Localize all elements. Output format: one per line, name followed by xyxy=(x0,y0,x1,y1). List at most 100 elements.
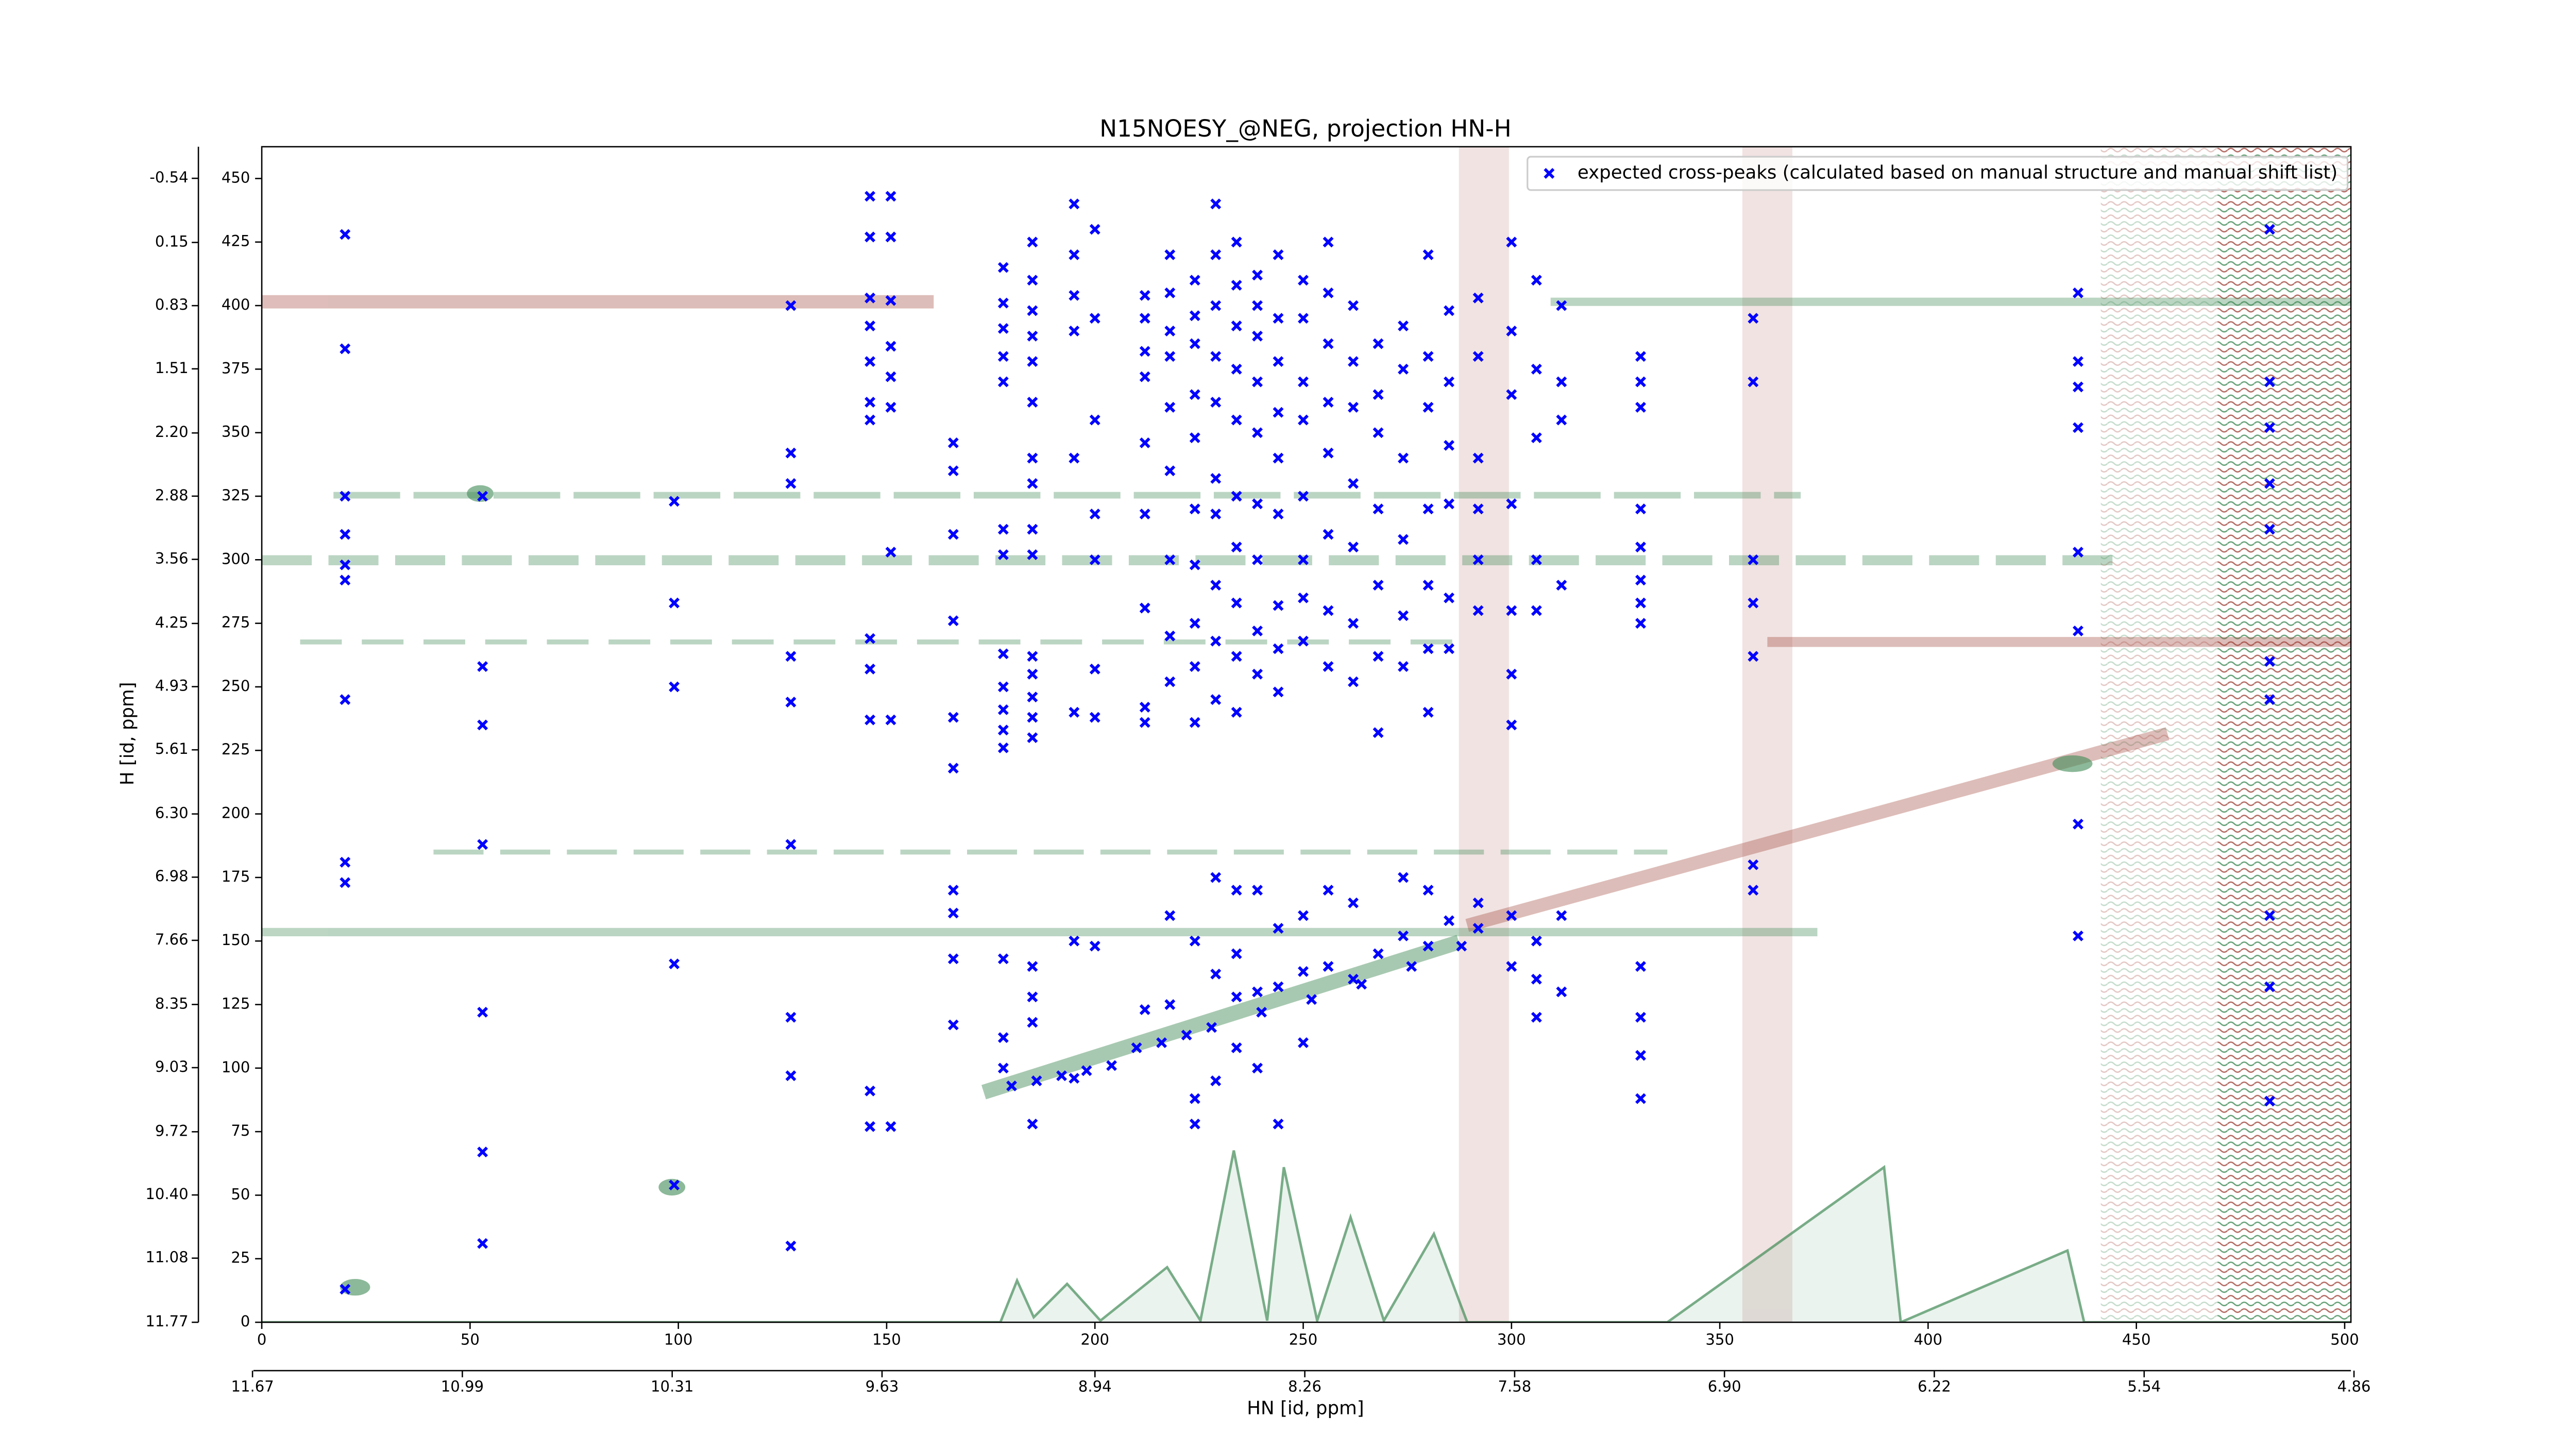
cross-peak xyxy=(1231,706,1242,718)
y2-tick-label: 4.25 xyxy=(155,614,189,631)
cross-peak xyxy=(1635,618,1646,629)
cross-peak xyxy=(1556,580,1567,591)
cross-peak xyxy=(1231,321,1242,331)
y-tick-label: 225 xyxy=(222,740,250,758)
cross-peak xyxy=(340,559,351,570)
cross-peak xyxy=(997,1032,1009,1043)
cross-peak xyxy=(2264,422,2275,433)
cross-peak xyxy=(1444,376,1455,387)
cross-peak xyxy=(1069,452,1080,464)
cross-peak xyxy=(1164,287,1176,298)
cross-peak xyxy=(997,549,1009,560)
y-tick-label: 125 xyxy=(222,995,250,1013)
cross-peak xyxy=(1106,1060,1117,1071)
x-tick-label: 100 xyxy=(664,1331,693,1349)
cross-peak xyxy=(1748,313,1759,324)
cross-peak xyxy=(1256,1006,1267,1018)
cross-peak xyxy=(1089,554,1100,565)
cross-peak xyxy=(1273,1118,1284,1130)
x2-tick-label: 11.67 xyxy=(231,1377,274,1395)
cross-peak xyxy=(885,547,896,558)
cross-peak xyxy=(865,414,876,426)
cross-peak xyxy=(1027,330,1038,342)
y-axis-label: H [id, ppm] xyxy=(117,682,138,785)
y-tick-label: 75 xyxy=(231,1122,250,1139)
y2-tick-label: 10.40 xyxy=(145,1185,188,1203)
cross-peak xyxy=(1210,872,1222,883)
cross-peak xyxy=(997,297,1009,309)
cross-peak xyxy=(1252,885,1263,896)
cross-peak xyxy=(865,1085,876,1097)
y-tick-label: 450 xyxy=(222,169,250,186)
cross-peak xyxy=(1298,414,1309,426)
cross-peak xyxy=(1298,635,1309,647)
cross-peak xyxy=(1531,605,1542,616)
cross-peak xyxy=(1231,280,1242,291)
cross-peak xyxy=(1231,414,1242,426)
cross-peak xyxy=(1398,321,1409,331)
cross-peak xyxy=(865,1121,876,1132)
cross-peak xyxy=(340,343,351,355)
cross-peak xyxy=(669,597,680,609)
cross-peak xyxy=(1164,249,1176,260)
cross-peak xyxy=(1210,1075,1222,1086)
cross-peak xyxy=(669,681,680,693)
cross-peak xyxy=(2264,981,2275,992)
cross-peak xyxy=(865,714,876,726)
cross-peak xyxy=(1069,935,1080,947)
cross-peak xyxy=(947,953,959,965)
cross-peak xyxy=(477,1006,488,1018)
cross-peak xyxy=(785,1070,796,1082)
cross-peak xyxy=(1027,452,1038,464)
cross-peak xyxy=(1139,437,1150,448)
cross-peak xyxy=(340,877,351,888)
cross-peak xyxy=(1472,503,1484,515)
cross-peak xyxy=(1210,635,1222,647)
cross-peak xyxy=(1635,1050,1646,1061)
cross-peak xyxy=(1069,249,1080,260)
cross-peak xyxy=(1231,948,1242,959)
y-tick-label: 150 xyxy=(222,931,250,949)
cross-peak xyxy=(1189,389,1200,400)
cross-peak xyxy=(1298,1037,1309,1048)
cross-peak xyxy=(1027,651,1038,662)
cross-peak xyxy=(1348,973,1359,985)
x2-tick-label: 6.22 xyxy=(1918,1377,1951,1395)
cross-peak xyxy=(947,437,959,448)
cross-peak xyxy=(1069,290,1080,301)
cross-peak xyxy=(1027,668,1038,680)
cross-peak xyxy=(1164,630,1176,642)
y-tick-label: 275 xyxy=(222,614,250,631)
legend-marker xyxy=(1544,168,1555,179)
cross-peak xyxy=(1444,440,1455,451)
cross-peak xyxy=(1089,663,1100,675)
cross-peak xyxy=(340,856,351,868)
cross-peak xyxy=(997,524,1009,535)
cross-peak xyxy=(1027,478,1038,489)
cross-peak xyxy=(1348,618,1359,629)
cross-peak xyxy=(1189,338,1200,349)
y2-tick-label: 6.98 xyxy=(155,867,189,885)
y2-tick-label: 4.93 xyxy=(155,677,189,695)
chart-title: N15NOESY_@NEG, projection HN-H xyxy=(1099,115,1511,142)
cross-peak xyxy=(1189,503,1200,515)
cross-peak xyxy=(1069,198,1080,210)
cross-peak xyxy=(1748,376,1759,387)
cross-peak xyxy=(1348,401,1359,413)
cross-peak xyxy=(1398,610,1409,621)
cross-peak xyxy=(1210,473,1222,484)
cross-peak xyxy=(340,694,351,705)
cross-peak xyxy=(1231,885,1242,896)
cross-peak xyxy=(1348,478,1359,489)
cross-peak xyxy=(477,719,488,731)
x2-tick-label: 10.99 xyxy=(441,1377,484,1395)
cross-peak xyxy=(1298,275,1309,286)
cross-peak xyxy=(2073,356,2083,367)
cross-peak xyxy=(2073,287,2083,298)
cross-peak xyxy=(1273,509,1284,519)
cross-peak xyxy=(1323,961,1334,972)
y2-tick-label: 7.66 xyxy=(155,931,189,948)
y2-tick-label: 11.77 xyxy=(145,1312,188,1330)
cross-peak xyxy=(1164,465,1176,477)
cross-peak xyxy=(785,651,796,662)
